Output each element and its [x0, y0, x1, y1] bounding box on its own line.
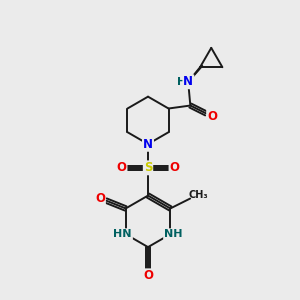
Text: N: N	[143, 138, 153, 151]
Text: O: O	[116, 161, 126, 174]
Text: NH: NH	[164, 229, 182, 239]
Text: N: N	[143, 138, 153, 151]
Text: O: O	[95, 192, 105, 205]
Text: HN: HN	[113, 229, 132, 239]
Text: H: H	[177, 77, 186, 87]
Text: S: S	[144, 161, 152, 174]
Text: N: N	[183, 75, 194, 88]
Text: O: O	[207, 110, 217, 123]
Text: O: O	[170, 161, 180, 174]
Text: CH₃: CH₃	[188, 190, 208, 200]
Text: O: O	[143, 269, 153, 282]
